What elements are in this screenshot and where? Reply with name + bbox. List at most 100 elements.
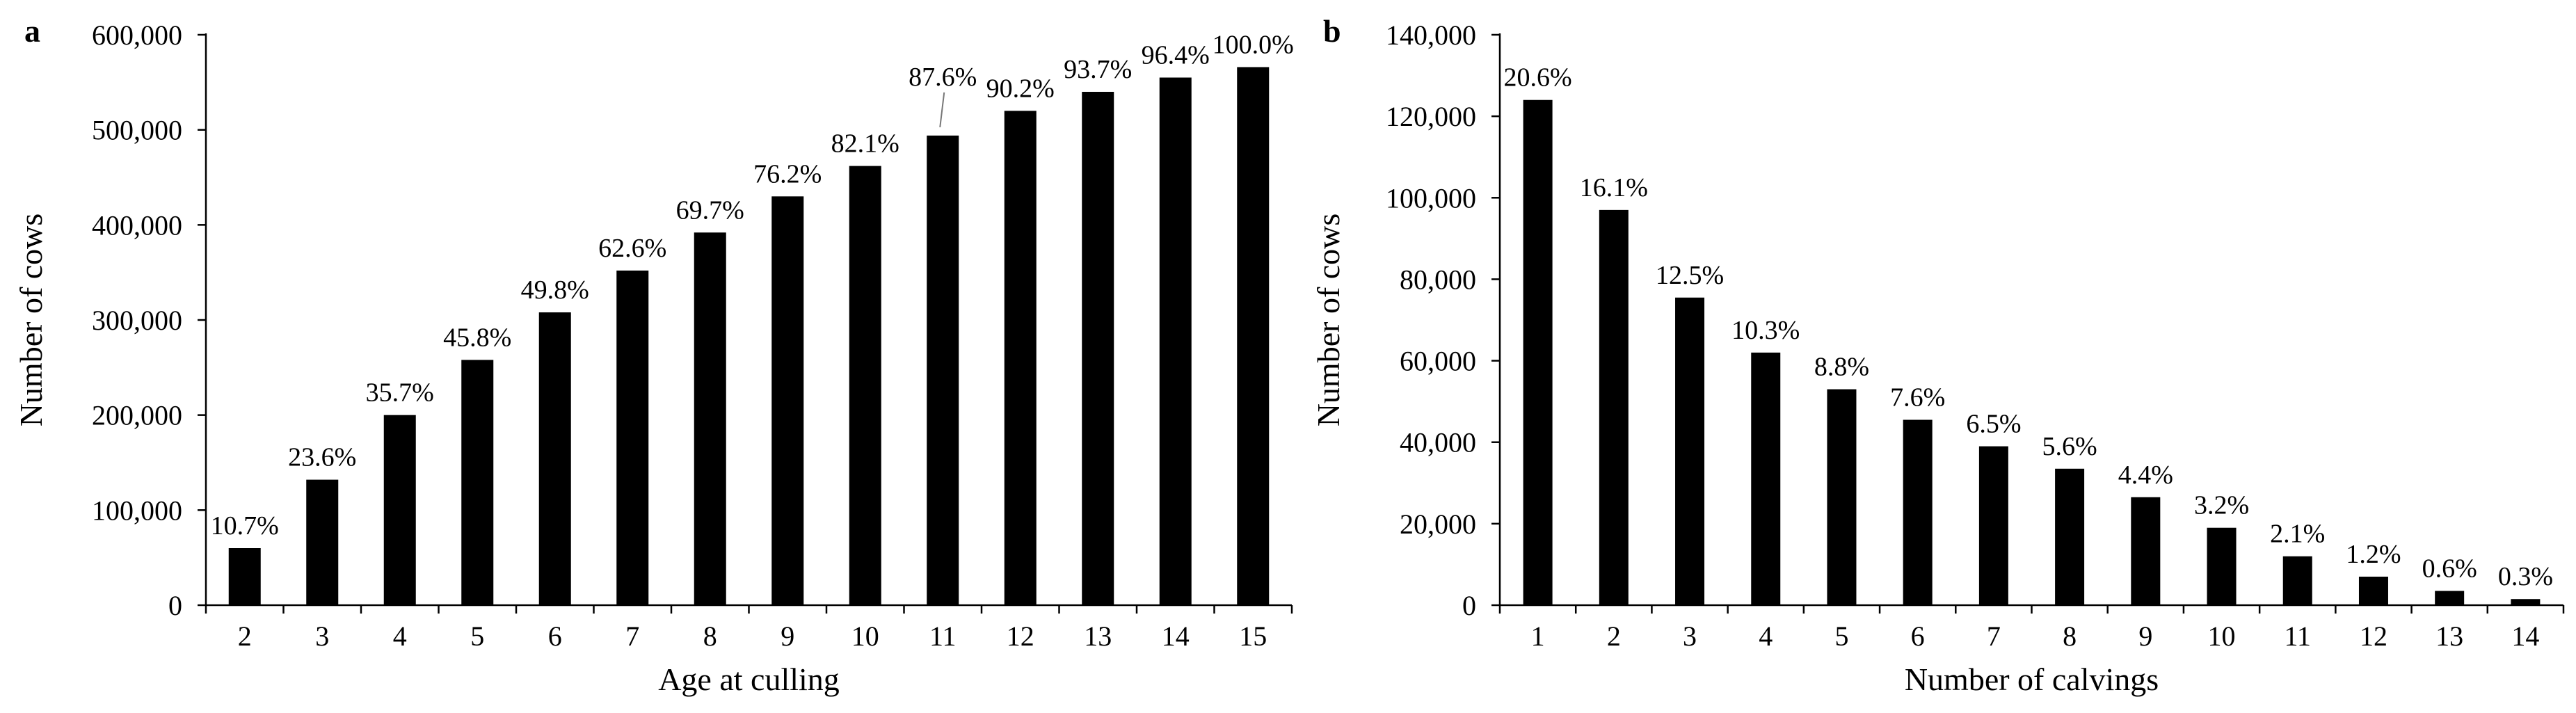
data-label: 100.0% <box>1213 30 1294 59</box>
bar <box>538 312 571 605</box>
x-tick-label: 3 <box>1683 620 1697 652</box>
data-label: 87.6% <box>909 63 977 92</box>
y-tick-label: 600,000 <box>92 19 182 51</box>
y-tick-label: 500,000 <box>92 115 182 146</box>
y-tick-label: 0 <box>168 590 182 621</box>
data-label: 3.2% <box>2194 491 2249 520</box>
data-label: 69.7% <box>676 195 744 225</box>
x-tick-label: 5 <box>470 620 484 652</box>
x-tick-label: 12 <box>2360 620 2387 652</box>
bar <box>771 196 804 605</box>
y-tick-label: 300,000 <box>92 305 182 336</box>
x-tick-label: 15 <box>1239 620 1267 652</box>
panel-letter: b <box>1323 13 1341 49</box>
y-axis-title: Number of cows <box>13 214 49 427</box>
bar <box>1523 99 1553 605</box>
data-label: 90.2% <box>986 74 1055 103</box>
x-tick-label: 7 <box>625 620 639 652</box>
x-tick-label: 4 <box>393 620 407 652</box>
x-tick-label: 5 <box>1834 620 1848 652</box>
bar <box>1903 419 1933 605</box>
x-tick-label: 6 <box>1911 620 1925 652</box>
x-tick-label: 9 <box>2138 620 2152 652</box>
y-tick-label: 20,000 <box>1400 508 1476 540</box>
bar <box>1827 389 1857 605</box>
y-tick-label: 40,000 <box>1400 427 1476 458</box>
y-tick-label: 60,000 <box>1400 346 1476 377</box>
y-tick-label: 100,000 <box>92 495 182 526</box>
bar <box>849 166 881 606</box>
x-tick-label: 9 <box>781 620 794 652</box>
data-label: 23.6% <box>288 443 356 472</box>
x-axis-title: Age at culling <box>658 662 840 697</box>
y-tick-label: 200,000 <box>92 400 182 431</box>
x-tick-label: 14 <box>2511 620 2539 652</box>
bar <box>927 135 959 605</box>
y-tick-label: 0 <box>1462 590 1476 621</box>
x-tick-label: 4 <box>1759 620 1773 652</box>
data-label: 10.7% <box>211 511 279 540</box>
leader-line <box>939 92 945 127</box>
x-tick-label: 13 <box>2435 620 2463 652</box>
chart-panel-b: b 0 20,000 40,000 60,000 80,000 100,000 120,000… <box>1311 13 2565 697</box>
data-label: 0.3% <box>2498 562 2553 591</box>
y-tick-label: 140,000 <box>1386 19 1476 51</box>
x-tick-label: 3 <box>315 620 329 652</box>
x-tick-label: 2 <box>238 620 252 652</box>
x-tick-label: 7 <box>1987 620 2001 652</box>
data-label: 12.5% <box>1656 261 1724 290</box>
x-tick-label: 1 <box>1531 620 1545 652</box>
bar <box>306 479 339 605</box>
x-tick-label: 11 <box>2284 620 2311 652</box>
data-label: 49.8% <box>521 275 589 305</box>
y-tick-label: 100,000 <box>1386 182 1476 214</box>
data-label: 2.1% <box>2270 520 2325 549</box>
data-label: 10.3% <box>1731 316 1800 345</box>
bar <box>2282 556 2312 605</box>
bar <box>1004 111 1037 606</box>
bar <box>1751 352 1781 605</box>
chart-panel-a: a 0 100,000 200,000 300,000 400,000 500,000 600… <box>13 13 1294 697</box>
data-label: 5.6% <box>2042 432 2097 461</box>
data-label: 45.8% <box>443 323 511 352</box>
data-label: 93.7% <box>1064 55 1132 84</box>
bar <box>1159 77 1192 605</box>
data-label: 0.6% <box>2422 554 2477 584</box>
y-axis-title: Number of cows <box>1311 214 1346 427</box>
bar <box>1599 209 1629 605</box>
panel-letter: a <box>24 13 40 49</box>
bar <box>694 232 726 605</box>
data-label: 16.1% <box>1580 173 1648 202</box>
y-tick-label: 80,000 <box>1400 264 1476 295</box>
x-tick-label: 11 <box>929 620 957 652</box>
x-tick-label: 8 <box>2063 620 2077 652</box>
bar <box>228 548 261 605</box>
x-tick-label: 12 <box>1007 620 1034 652</box>
bar <box>616 270 649 605</box>
data-label: 1.2% <box>2346 540 2401 569</box>
x-axis-title: Number of calvings <box>1905 662 2159 697</box>
x-tick-label: 10 <box>2208 620 2236 652</box>
bar <box>461 360 494 605</box>
data-label: 8.8% <box>1814 353 1869 382</box>
y-tick-label: 400,000 <box>92 209 182 241</box>
data-label: 62.6% <box>598 234 666 263</box>
bar <box>1675 297 1705 605</box>
bar <box>2358 577 2388 605</box>
x-tick-label: 6 <box>548 620 562 652</box>
bar <box>1978 446 2008 605</box>
data-label: 96.4% <box>1142 41 1210 70</box>
bar <box>2435 591 2465 605</box>
bar <box>2055 468 2085 605</box>
data-label: 6.5% <box>1966 410 2021 439</box>
bar <box>2511 599 2541 605</box>
x-tick-label: 13 <box>1084 620 1112 652</box>
data-label: 82.1% <box>831 129 899 159</box>
bar <box>1082 92 1114 605</box>
bar <box>1237 67 1270 605</box>
x-tick-label: 10 <box>851 620 879 652</box>
x-tick-label: 14 <box>1162 620 1190 652</box>
data-label: 4.4% <box>2118 460 2173 490</box>
data-label: 20.6% <box>1504 63 1572 93</box>
